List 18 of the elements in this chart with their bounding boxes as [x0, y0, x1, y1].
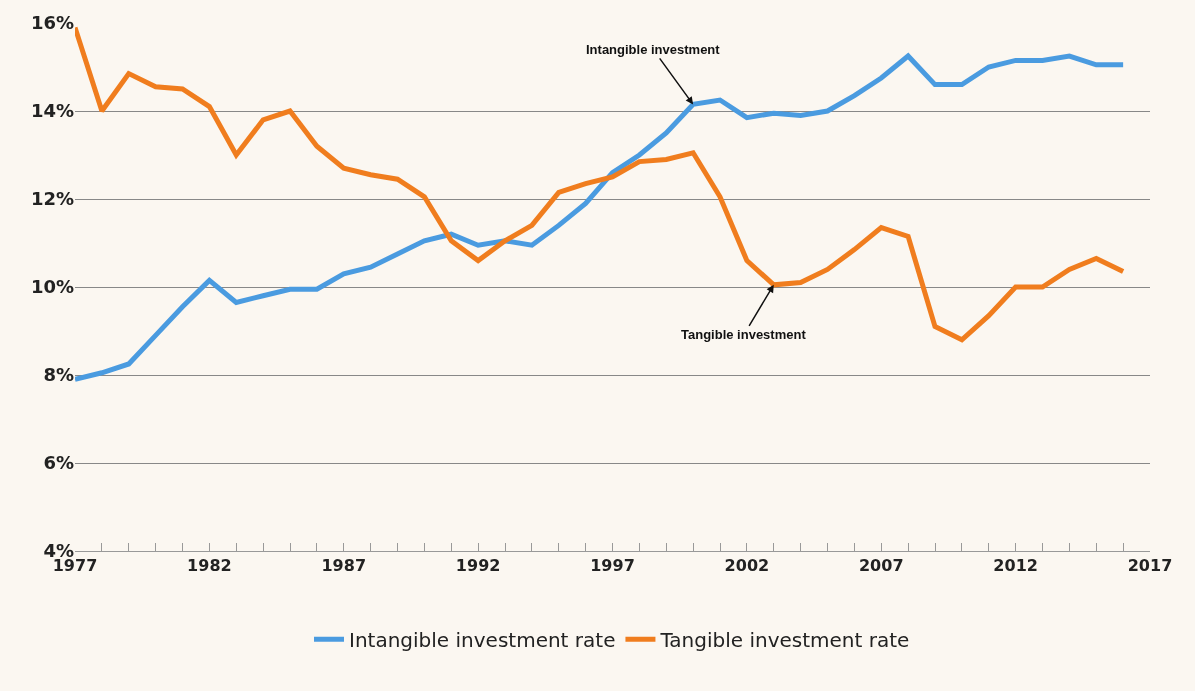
x-tick-label: 1992: [455, 556, 501, 576]
annotation: Intangible investment: [586, 42, 721, 57]
x-tick-label: 1987: [321, 556, 367, 576]
y-tick-label: 6%: [43, 452, 74, 474]
x-tick-label: 1997: [590, 556, 635, 576]
legend-label: Tangible investment rate: [659, 627, 910, 652]
x-tick-label: 2012: [993, 556, 1038, 576]
x-tick-label: 2017: [1127, 556, 1173, 576]
y-tick-label: 12%: [30, 188, 74, 210]
x-tick-label: 2007: [858, 556, 904, 576]
x-tick-label: 1982: [187, 556, 232, 576]
y-tick-label: 14%: [30, 100, 74, 122]
legend-label: Intangible investment rate: [349, 627, 616, 652]
y-tick-label: 10%: [30, 276, 74, 298]
annotation: Tangible investment: [681, 327, 807, 342]
y-tick-label: 8%: [43, 364, 74, 386]
x-tick-label: 2002: [724, 556, 770, 576]
y-tick-label: 16%: [30, 12, 74, 34]
